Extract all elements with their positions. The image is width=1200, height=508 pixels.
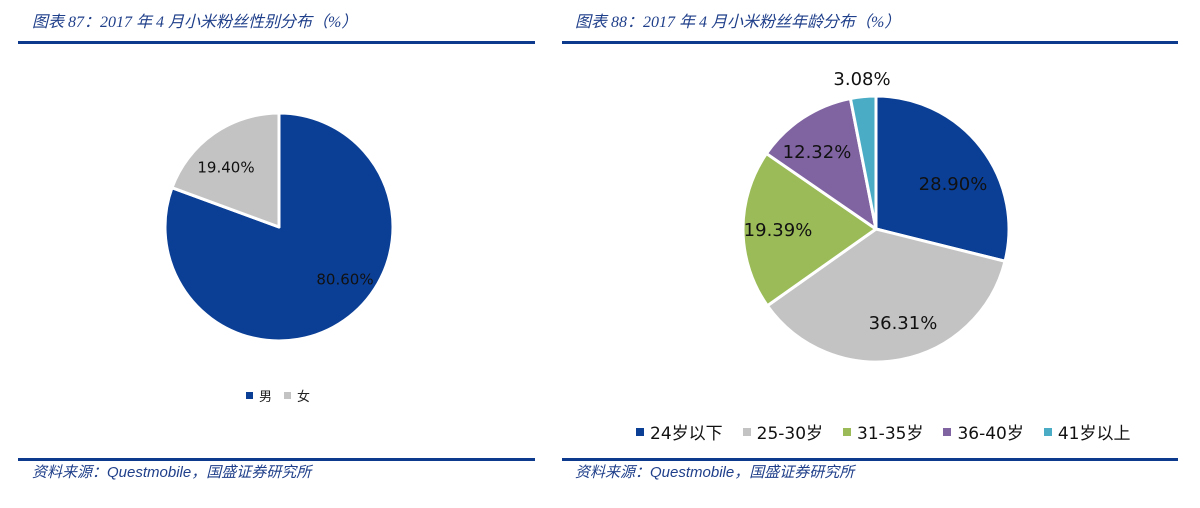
- chart-87-legend: 男女: [246, 386, 322, 405]
- chart-1-data-label: 19.39%: [744, 220, 813, 241]
- legend-label: 24岁以下: [650, 424, 723, 444]
- chart-88-bottom-rule: [562, 458, 1178, 461]
- chart-87-bottom-rule: [18, 458, 535, 461]
- legend-label: 25-30岁: [756, 424, 824, 444]
- legend-item: 24岁以下: [636, 419, 723, 444]
- legend-swatch-icon: [1043, 427, 1052, 436]
- chart-87-source: 资料来源：Questmobile，国盛证券研究所: [32, 464, 312, 481]
- chart-1-data-label: 28.90%: [919, 174, 988, 195]
- chart-0-slice-1: [170, 111, 281, 229]
- chart-87-top-rule: [18, 41, 535, 44]
- chart-87-title: 图表 87：2017 年 4 月小米粉丝性别分布（%）: [32, 14, 358, 31]
- chart-1-data-label: 36.31%: [869, 313, 938, 334]
- legend-item: 男: [246, 386, 272, 405]
- chart-88-title: 图表 88：2017 年 4 月小米粉丝年龄分布（%）: [575, 14, 901, 31]
- chart-0-data-label: 19.40%: [197, 159, 254, 177]
- chart-1-slice-4: [848, 94, 878, 231]
- legend-item: 41岁以上: [1043, 419, 1131, 444]
- chart-1-data-label: 12.32%: [783, 142, 852, 163]
- legend-swatch-icon: [284, 392, 292, 399]
- legend-item: 女: [284, 386, 310, 405]
- legend-label: 41岁以上: [1057, 424, 1131, 444]
- legend-label: 男: [259, 390, 273, 405]
- legend-item: 36-40岁: [943, 419, 1024, 444]
- legend-label: 女: [297, 390, 311, 405]
- legend-swatch-icon: [943, 427, 952, 436]
- legend-swatch-icon: [742, 427, 751, 436]
- legend-label: 31-35岁: [857, 424, 924, 444]
- chart-88-source: 资料来源：Questmobile，国盛证券研究所: [575, 464, 855, 481]
- chart-1-slice-2: [741, 152, 878, 308]
- chart-88-top-rule: [562, 41, 1178, 44]
- chart-1-slice-1: [765, 227, 1007, 364]
- legend-label: 36-40岁: [957, 424, 1024, 444]
- legend-swatch-icon: [246, 392, 253, 399]
- chart-0-data-label: 80.60%: [316, 271, 373, 289]
- chart-1-data-label: 3.08%: [833, 69, 890, 90]
- chart-88-legend: 24岁以下 25-30岁 31-35岁 36-40岁 41岁以上: [636, 419, 1151, 444]
- chart-1-slice-3: [764, 96, 878, 231]
- legend-swatch-icon: [636, 427, 644, 436]
- legend-item: 31-35岁: [843, 419, 923, 444]
- chart-1-slice-0: [874, 94, 1011, 263]
- legend-swatch-icon: [843, 427, 852, 436]
- legend-item: 25-30岁: [742, 419, 824, 444]
